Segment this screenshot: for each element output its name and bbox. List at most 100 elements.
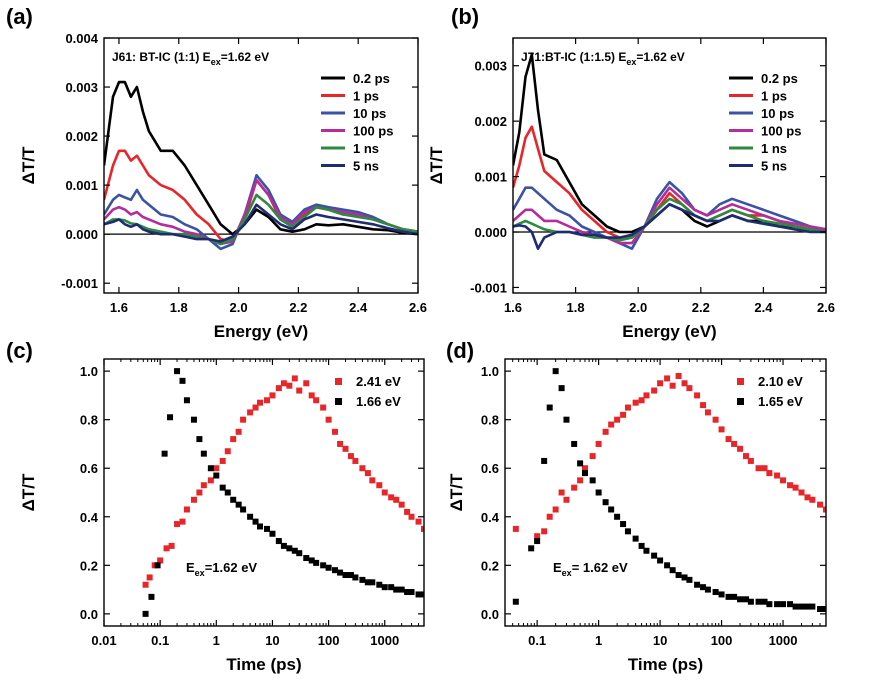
legend-label: 1 ns: [761, 141, 787, 156]
title-main: J61: BT-IC (1:1) E: [112, 50, 211, 64]
data-point: [694, 581, 701, 588]
data-point: [681, 380, 688, 387]
legend-label: 5 ns: [761, 159, 787, 174]
data-point: [359, 465, 366, 472]
data-point: [766, 601, 773, 608]
data-point: [308, 392, 315, 399]
data-point: [743, 453, 750, 460]
data-point: [743, 596, 750, 603]
data-point: [686, 576, 693, 583]
panel-label: (a): [6, 4, 33, 29]
data-point: [787, 482, 794, 489]
legend-label: 5 ns: [353, 159, 379, 174]
data-point: [264, 397, 271, 404]
y-tick-label: 0.6: [481, 461, 499, 476]
data-point: [792, 484, 799, 491]
data-point: [142, 610, 149, 617]
data-point: [213, 472, 220, 479]
legend-label: 1.65 eV: [758, 394, 803, 409]
data-point: [331, 567, 338, 574]
data-point: [528, 545, 535, 552]
y-tick-label: 0.001: [65, 178, 98, 193]
y-tick-label: 0.002: [474, 114, 507, 129]
data-point: [675, 572, 682, 579]
data-point: [148, 593, 155, 600]
legend-swatch: [335, 398, 342, 405]
data-point: [608, 506, 615, 513]
data-point: [163, 545, 170, 552]
y-tick-label: 0.4: [80, 510, 99, 525]
series-line: [104, 178, 418, 246]
panel-1: (a) 1.6 1.8 2.0 2.2 2.4 2.6 -0.001 0.000 0.001 0.0…: [6, 4, 427, 341]
data-point: [675, 372, 682, 379]
y-tick-label: 0.2: [80, 558, 98, 573]
data-point: [755, 598, 762, 605]
data-point: [780, 477, 787, 484]
data-point: [240, 506, 247, 513]
y-tick-label: 0.004: [65, 31, 98, 46]
data-point: [577, 477, 584, 484]
data-point: [196, 489, 203, 496]
x-axis-label: Energy (eV): [622, 322, 716, 341]
data-point: [761, 465, 768, 472]
data-point: [614, 416, 621, 423]
data-point: [700, 402, 707, 409]
data-point: [602, 499, 609, 506]
data-point: [219, 457, 226, 464]
data-point: [664, 562, 671, 569]
data-point: [179, 377, 186, 384]
data-point: [700, 584, 707, 591]
data-point: [823, 606, 826, 613]
x-tick-label: 10: [653, 633, 667, 648]
series-4: [104, 178, 418, 246]
y-tick-label: 0.8: [481, 413, 499, 428]
data-point: [342, 572, 349, 579]
legend-label: 1 ps: [353, 89, 379, 104]
x-tick-label: 2.6: [409, 300, 427, 315]
data-point: [167, 414, 174, 421]
legend-label: 2.41 eV: [356, 374, 401, 389]
chart-title: J71:BT-IC (1:1.5) Eex=1.62 eV: [521, 50, 685, 67]
data-point: [638, 542, 645, 549]
data-point: [207, 465, 214, 472]
data-point: [581, 470, 588, 477]
data-point: [704, 586, 711, 593]
data-point: [755, 465, 762, 472]
data-point: [325, 416, 332, 423]
data-point: [552, 506, 559, 513]
annotation-suffix: = 1.62 eV: [572, 560, 628, 575]
y-axis-label: ΔT/T: [427, 146, 446, 184]
legend: 0.2 ps 1 ps 10 ps 100 ps 1 ns 5 ns: [321, 71, 393, 174]
data-point: [269, 530, 276, 537]
data-point: [280, 542, 287, 549]
title-sub: ex: [211, 57, 221, 67]
title-sub: ex: [626, 57, 636, 67]
data-point: [558, 385, 565, 392]
panel-2: (b) 1.6 1.8 2.0 2.2 2.4 2.6 -0.001 0.000 0.001 0.0…: [427, 4, 835, 341]
data-point: [737, 445, 744, 452]
data-point: [809, 603, 816, 610]
data-point: [408, 513, 415, 520]
data-point: [624, 404, 631, 411]
data-point: [712, 589, 719, 596]
legend: 2.10 eV 1.65 eV: [737, 374, 803, 409]
data-point: [602, 428, 609, 435]
y-axis-label: ΔT/T: [19, 146, 38, 184]
data-point: [275, 538, 282, 545]
data-point: [669, 382, 676, 389]
data-point: [643, 547, 650, 554]
y-tick-label: 0.2: [481, 558, 499, 573]
x-tick-label: 1.6: [504, 300, 522, 315]
plot-frame: [504, 358, 827, 627]
data-point: [792, 603, 799, 610]
data-point: [313, 397, 320, 404]
data-point: [235, 428, 242, 435]
data-point: [404, 589, 411, 596]
x-tick-label: 2.2: [692, 300, 710, 315]
data-point: [183, 506, 190, 513]
data-point: [669, 567, 676, 574]
data-point: [256, 399, 263, 406]
series-3: [104, 174, 418, 251]
data-point: [352, 457, 359, 464]
